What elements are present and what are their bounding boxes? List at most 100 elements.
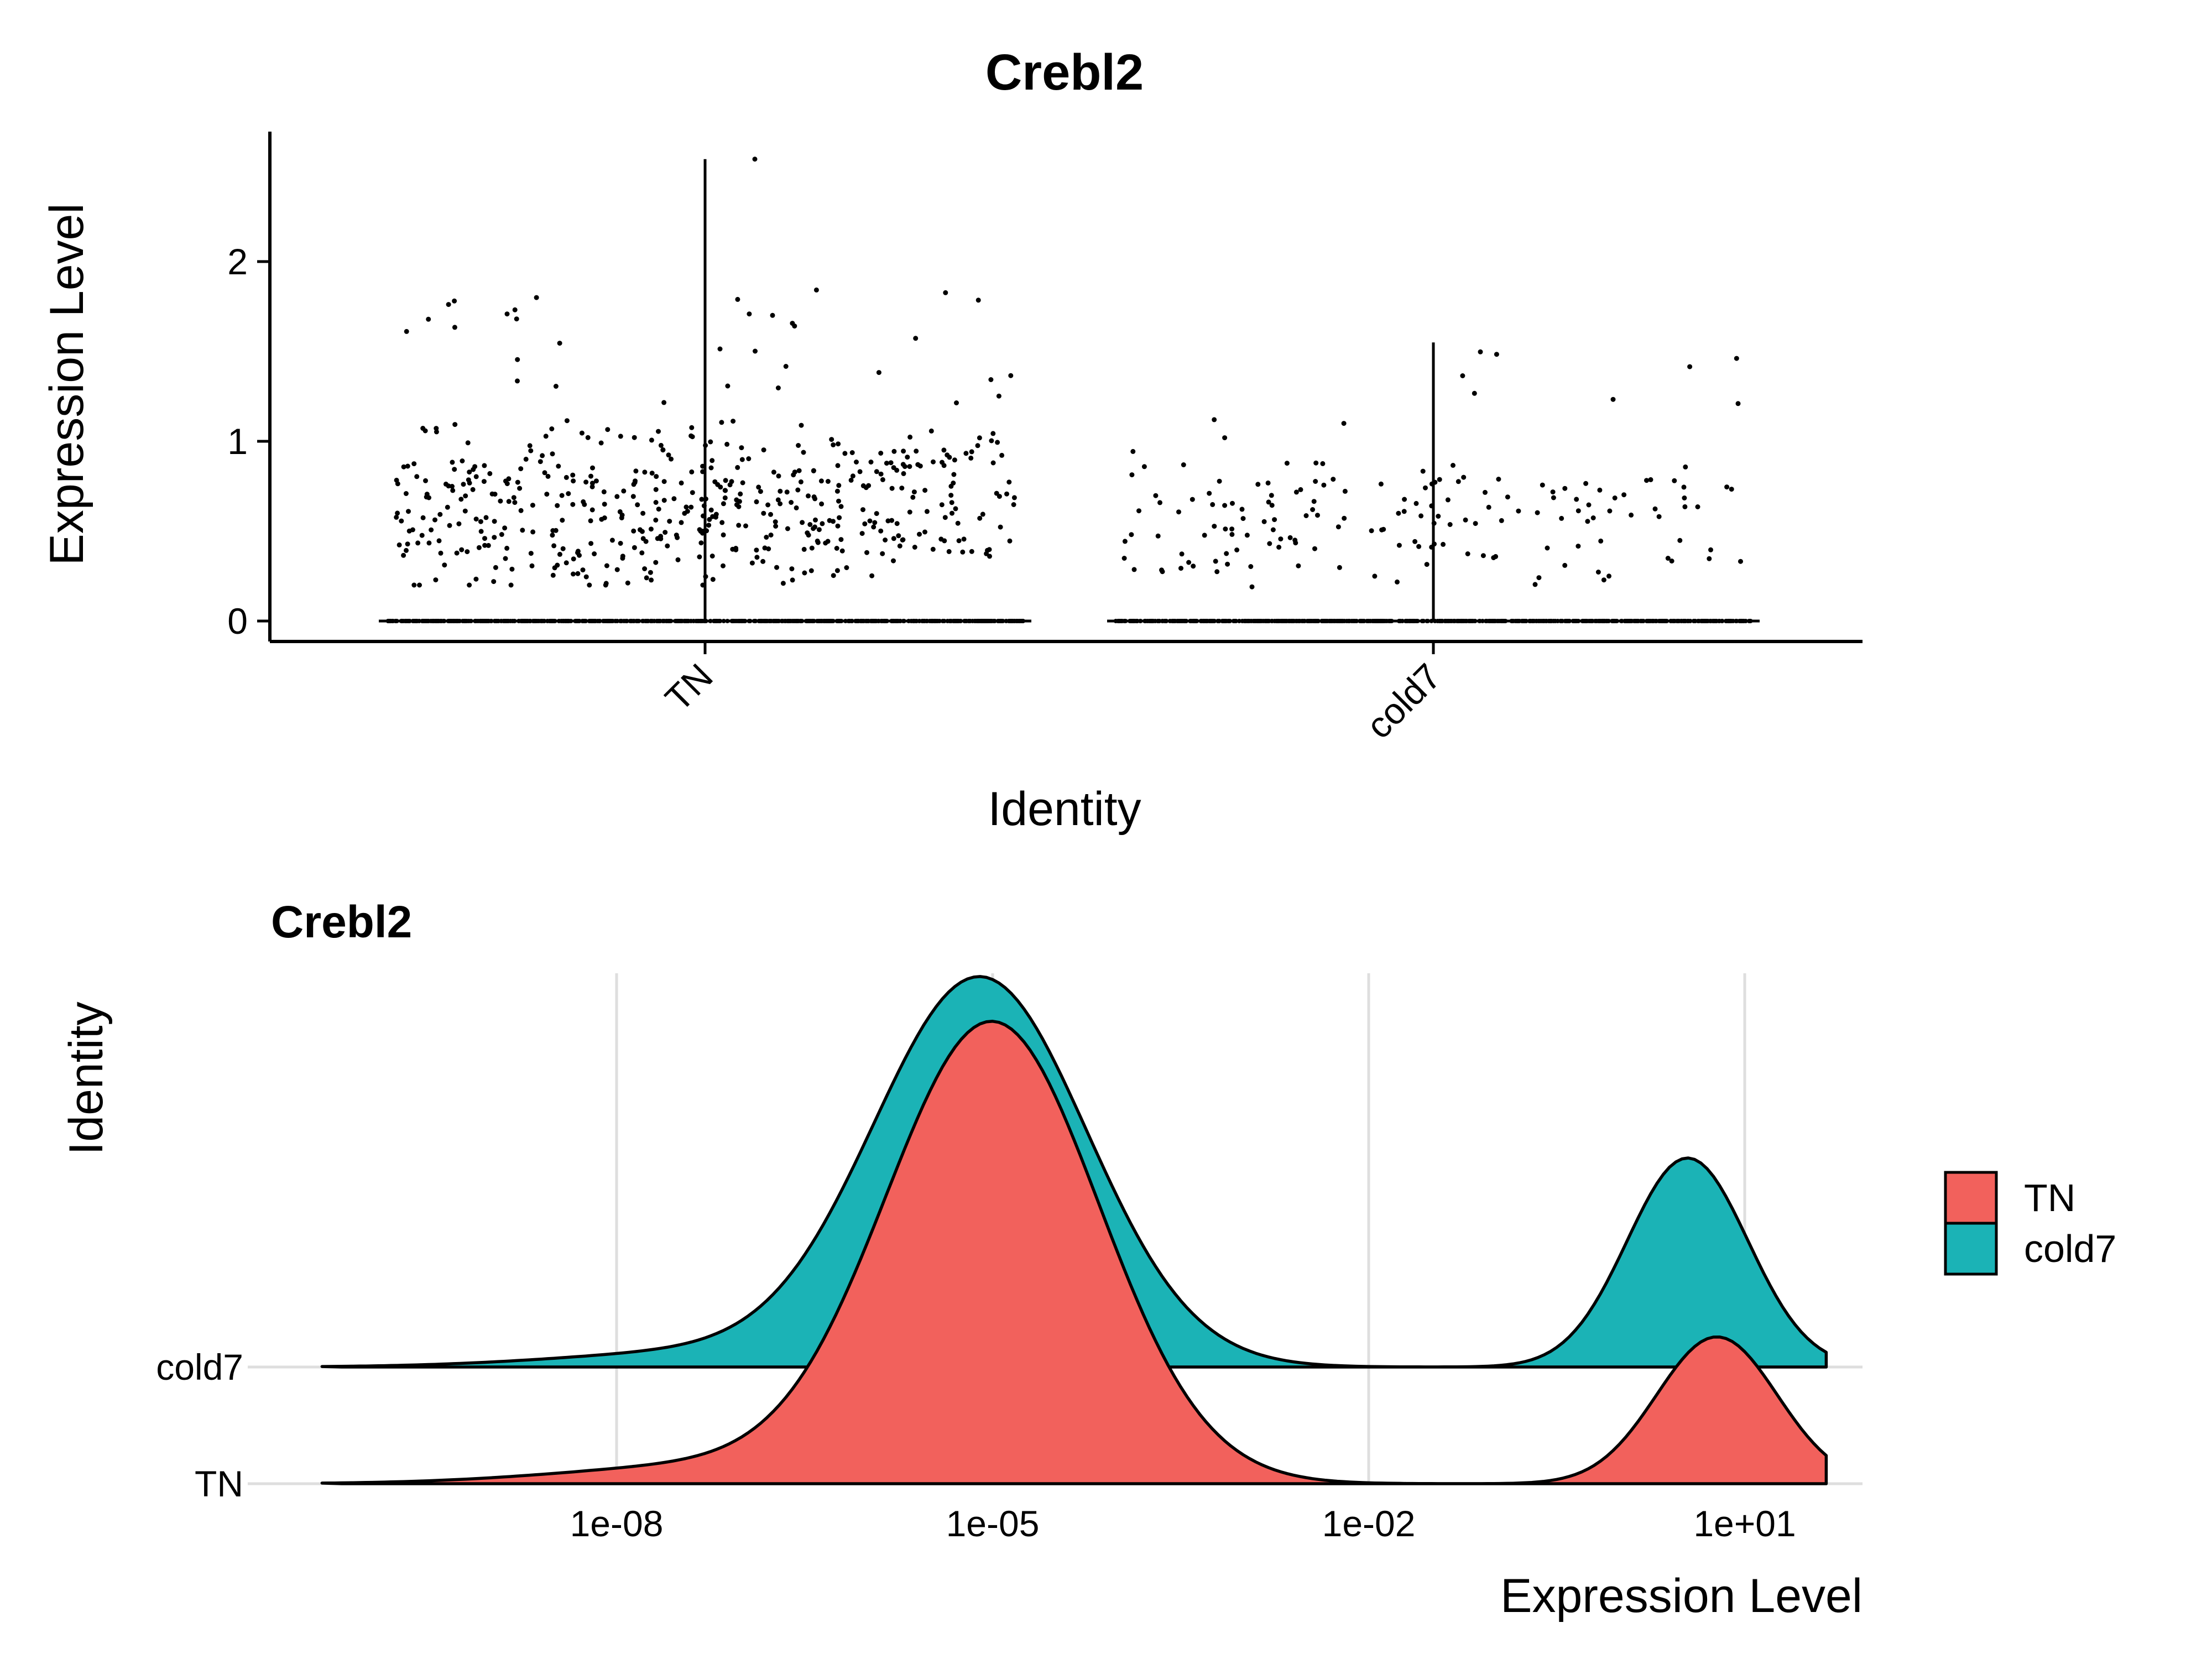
- violin-point: [1230, 500, 1235, 506]
- violin-point: [1708, 547, 1713, 552]
- violin-point: [1011, 495, 1017, 500]
- violin-point: [999, 452, 1005, 458]
- violin-point: [941, 447, 947, 453]
- violin-point: [905, 455, 910, 460]
- violin-point: [585, 435, 591, 440]
- violin-point: [1607, 508, 1613, 514]
- violin-point: [564, 474, 569, 480]
- violin-point: [1341, 421, 1347, 426]
- violin-point: [873, 619, 878, 623]
- violin-point: [708, 507, 714, 513]
- violin-point: [614, 494, 620, 499]
- violin-point: [1669, 559, 1674, 564]
- violin-point: [1536, 575, 1542, 581]
- violin-point: [769, 619, 774, 623]
- violin-point: [1483, 489, 1488, 495]
- violin-point: [1431, 520, 1437, 526]
- violin-point: [721, 501, 726, 507]
- violin-point: [657, 619, 662, 623]
- ridge-shapes: [320, 975, 1828, 1485]
- violin-point: [1004, 619, 1009, 623]
- violin-x-tick-label: cold7: [1358, 656, 1449, 747]
- violin-point: [792, 324, 797, 329]
- violin-point: [1222, 435, 1228, 441]
- violin-point: [482, 463, 487, 468]
- violin-point: [499, 532, 504, 537]
- violin-point: [1008, 619, 1013, 623]
- violin-point: [911, 619, 916, 623]
- violin-point: [529, 563, 535, 568]
- violin-point: [1610, 397, 1616, 402]
- violin-point: [1129, 532, 1134, 538]
- violin-point: [866, 483, 872, 488]
- violin-point: [1590, 515, 1596, 520]
- violin-point: [1302, 619, 1307, 623]
- violin-point: [999, 619, 1004, 623]
- violin-point: [1184, 619, 1188, 623]
- violin-point: [1007, 538, 1013, 544]
- violin-point: [555, 503, 560, 508]
- violin-point: [420, 619, 425, 623]
- violin-point: [1130, 448, 1136, 454]
- violin-point: [1237, 619, 1241, 623]
- violin-point: [981, 619, 986, 623]
- violin-point: [928, 428, 934, 434]
- violin-point: [951, 472, 957, 477]
- violin-point: [640, 536, 646, 541]
- violin-point: [1548, 619, 1553, 623]
- violin-point: [736, 504, 742, 509]
- violin-marks: [379, 159, 1760, 623]
- violin-point: [867, 518, 873, 524]
- violin-point: [566, 491, 571, 497]
- violin-point: [1284, 619, 1289, 623]
- violin-point: [1747, 619, 1751, 623]
- violin-point: [1310, 507, 1316, 512]
- violin-point: [749, 560, 755, 566]
- violin-point: [1379, 527, 1385, 533]
- violin-point: [721, 532, 726, 538]
- violin-point: [1141, 464, 1147, 469]
- violin-point: [1501, 619, 1506, 623]
- violin-point: [1212, 417, 1217, 422]
- violin-point: [571, 571, 576, 577]
- violin-point: [423, 478, 428, 483]
- violin-point: [1287, 619, 1292, 623]
- violin-point: [718, 484, 723, 490]
- violin-point: [1491, 555, 1496, 560]
- violin-point: [549, 426, 555, 431]
- violin-point: [708, 619, 713, 623]
- violin-point: [963, 451, 969, 456]
- violin-point: [1311, 619, 1316, 623]
- violin-point: [478, 529, 484, 534]
- ridge-y-tick-label: TN: [195, 1463, 243, 1504]
- violin-point: [580, 619, 585, 623]
- violin-point: [992, 619, 997, 623]
- violin-point: [658, 442, 664, 448]
- violin-point: [1324, 619, 1329, 623]
- violin-point: [1353, 619, 1358, 623]
- violin-point: [801, 546, 807, 552]
- violin-point: [527, 443, 533, 448]
- violin-point: [708, 439, 713, 445]
- violin-point: [831, 573, 836, 578]
- violin-point: [761, 510, 766, 516]
- violin-point: [907, 464, 912, 469]
- violin-point: [1532, 582, 1538, 587]
- violin-point: [1672, 478, 1677, 483]
- violin-point: [429, 527, 434, 533]
- violin-point: [829, 437, 834, 442]
- violin-point: [748, 619, 753, 623]
- violin-point: [505, 619, 510, 623]
- violin-point: [975, 298, 981, 303]
- violin-point: [1298, 487, 1303, 492]
- violin-point: [426, 495, 431, 500]
- violin-point: [1213, 559, 1218, 564]
- violin-point: [661, 498, 667, 503]
- violin-point: [473, 619, 478, 623]
- violin-point: [688, 433, 694, 439]
- violin-point: [666, 619, 671, 623]
- violin-point: [545, 473, 551, 479]
- violin-point: [1231, 619, 1236, 623]
- violin-point: [795, 487, 801, 493]
